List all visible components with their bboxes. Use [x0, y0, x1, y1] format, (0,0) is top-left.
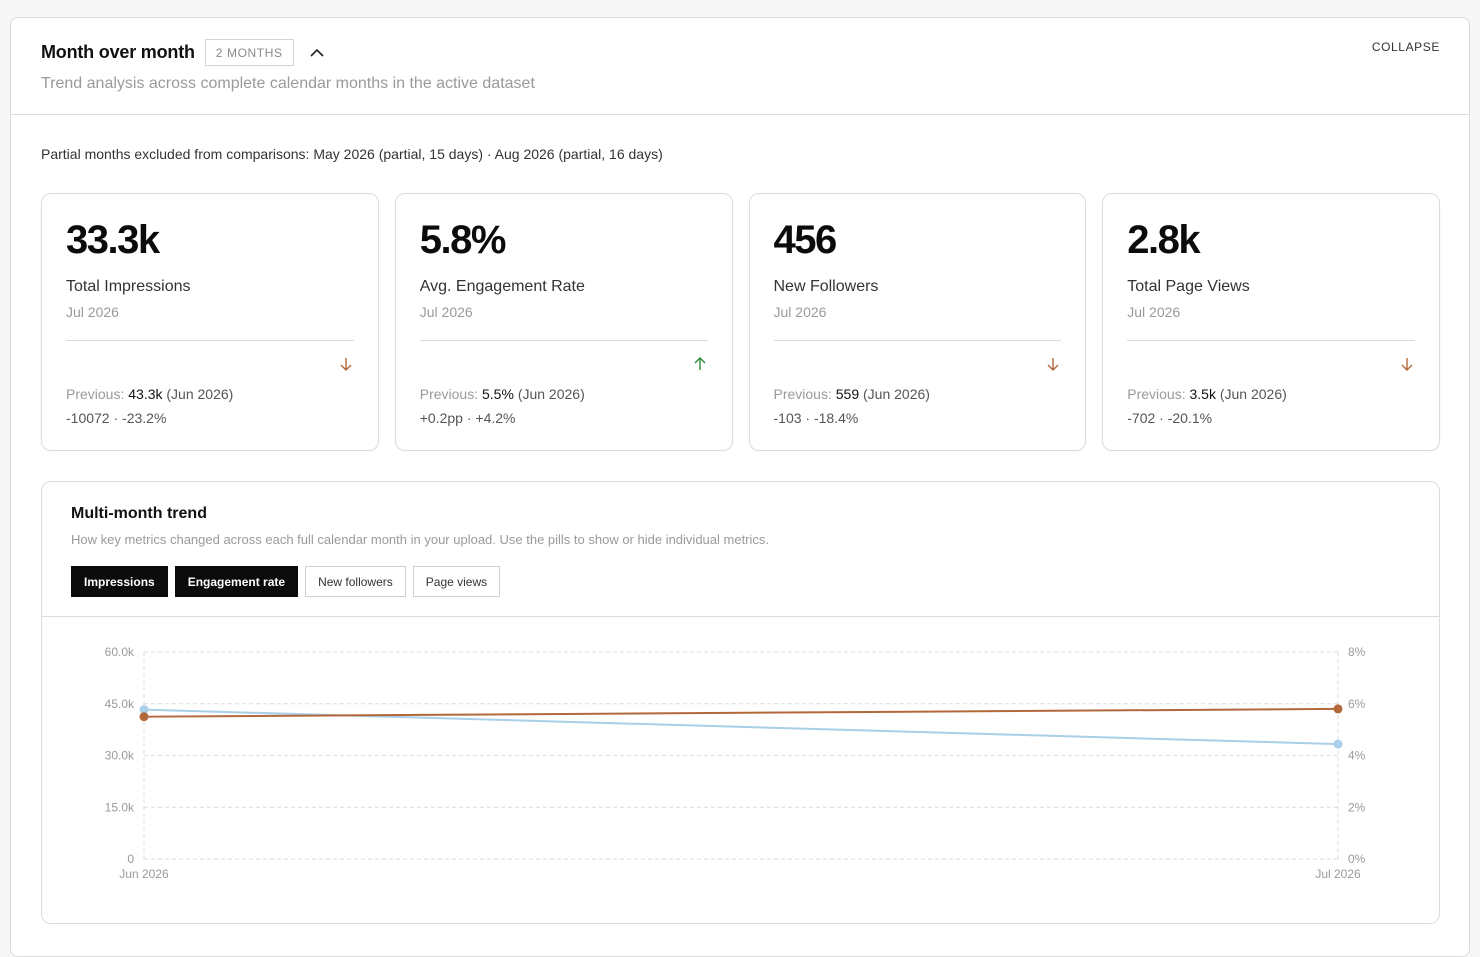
y-left-tick-label: 30.0k: [105, 749, 135, 763]
previous-line: Previous: 559 (Jun 2026): [774, 386, 930, 402]
metric-value: 5.8%: [419, 218, 507, 262]
previous-label: Previous:: [66, 386, 125, 402]
series-line: [143, 707, 1339, 718]
y-left-tick-label: 0: [127, 852, 134, 866]
metric-pill[interactable]: Engagement rate: [174, 566, 299, 597]
arrow-up-icon: [692, 356, 708, 372]
metric-value: 2.8k: [1127, 218, 1200, 262]
data-point: [139, 705, 149, 715]
metric-card: 33.3k Total Impressions Jul 2026 Previou…: [41, 193, 379, 451]
months-badge: 2 MONTHS: [204, 39, 294, 66]
previous-label: Previous:: [419, 386, 479, 402]
metric-change: -103 · -18.4%: [773, 410, 859, 426]
metric-change: -702 · -20.1%: [1127, 410, 1213, 426]
metric-card: 456 New Followers Jul 2026 Previous: 559…: [748, 193, 1087, 451]
partial-months-note: Partial months excluded from comparisons…: [41, 146, 663, 162]
data-point: [1333, 739, 1343, 749]
previous-label: Previous:: [1127, 386, 1186, 402]
y-right-tick-label: 8%: [1348, 645, 1366, 659]
metric-value: 33.3k: [66, 218, 160, 262]
metric-label: Total Page Views: [1127, 278, 1250, 295]
trend-title: Multi-month trend: [71, 505, 207, 522]
y-right-tick-label: 0%: [1348, 852, 1366, 866]
previous-value: 5.5%: [482, 386, 514, 402]
previous-label: Previous:: [773, 386, 832, 402]
y-left-tick-label: 45.0k: [105, 697, 135, 711]
metric-period: Jul 2026: [66, 304, 119, 320]
metric-card: 2.8k Total Page Views Jul 2026 Previous:…: [1102, 193, 1440, 451]
y-right-tick-label: 6%: [1348, 697, 1366, 711]
metric-period: Jul 2026: [1127, 304, 1181, 320]
panel-header: Month over month 2 MONTHS Trend analysis…: [11, 18, 1469, 115]
metric-change: -10072 · -23.2%: [66, 410, 167, 426]
metric-value: 456: [773, 218, 838, 262]
x-tick-label: Jul 2026: [1315, 867, 1361, 881]
metric-label: Total Impressions: [66, 278, 191, 295]
metric-period: Jul 2026: [773, 304, 827, 320]
previous-value: 559: [835, 386, 860, 402]
trend-chart: 0 15.0k 30.0k 45.0k 60.0k 0% 2% 4% 6% 8% Jun 2026 J…: [42, 618, 1439, 923]
previous-line: Previous: 3.5k (Jun 2026): [1127, 386, 1287, 402]
previous-period: (Jun 2026): [166, 386, 234, 402]
metric-pills: Impressions Engagement rate New followers P…: [71, 566, 501, 597]
x-tick-label: Jun 2026: [119, 867, 169, 881]
arrow-down-icon: [338, 356, 354, 372]
previous-period: (Jun 2026): [1219, 386, 1287, 402]
metric-label: New Followers: [773, 278, 879, 295]
multi-month-trend: Multi-month trend How key metrics change…: [41, 481, 1440, 924]
metric-pill[interactable]: Page views: [412, 566, 501, 597]
trend-description: How key metrics changed across each full…: [71, 532, 770, 547]
metric-pill[interactable]: Impressions: [71, 566, 168, 597]
previous-line: Previous: 5.5% (Jun 2026): [420, 386, 585, 402]
previous-period: (Jun 2026): [863, 386, 930, 402]
data-point: [1333, 704, 1343, 714]
metric-period: Jul 2026: [419, 304, 473, 320]
card-divider: [419, 340, 708, 341]
metric-label: Avg. Engagement Rate: [419, 278, 585, 295]
title-row: Month over month 2 MONTHS: [41, 39, 326, 66]
arrow-down-icon: [1399, 356, 1415, 372]
previous-value: 43.3k: [128, 386, 163, 402]
metric-card: 5.8% Avg. Engagement Rate Jul 2026 Previ…: [394, 193, 733, 451]
previous-period: (Jun 2026): [517, 386, 585, 402]
trend-chart-svg: 0 15.0k 30.0k 45.0k 60.0k 0% 2% 4% 6% 8% Jun 2026 J…: [105, 645, 1366, 881]
y-left-tick-label: 15.0k: [105, 800, 135, 814]
month-over-month-panel: Month over month 2 MONTHS Trend analysis…: [10, 17, 1470, 957]
metric-cards: 33.3k Total Impressions Jul 2026 Previou…: [41, 193, 1440, 451]
data-point: [139, 712, 149, 722]
card-divider: [66, 340, 354, 341]
metric-change: +0.2pp · +4.2%: [419, 410, 516, 426]
y-right-tick-label: 4%: [1348, 749, 1366, 763]
metric-pill[interactable]: New followers: [305, 566, 406, 597]
y-left-tick-label: 60.0k: [105, 645, 135, 659]
arrow-down-icon: [1045, 356, 1061, 372]
card-divider: [1127, 340, 1415, 341]
previous-line: Previous: 43.3k (Jun 2026): [66, 386, 233, 402]
y-right-tick-label: 2%: [1348, 800, 1366, 814]
card-divider: [773, 340, 1062, 341]
collapse-button[interactable]: COLLAPSE: [1371, 40, 1440, 54]
chevron-up-icon[interactable]: [308, 44, 326, 62]
panel-title: Month over month: [41, 42, 195, 62]
previous-value: 3.5k: [1189, 386, 1216, 402]
trend-header: Multi-month trend How key metrics change…: [42, 482, 1439, 617]
panel-subtitle: Trend analysis across complete calendar …: [41, 75, 535, 92]
